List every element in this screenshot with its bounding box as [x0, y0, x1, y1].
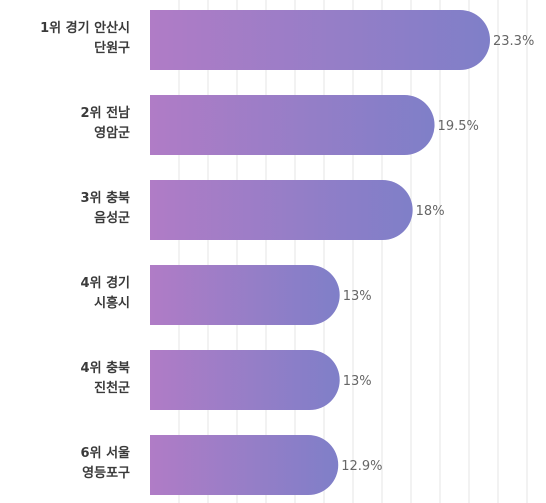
bars — [150, 10, 490, 495]
category-label: 4위 충북 — [81, 360, 130, 376]
value-label: 13% — [343, 374, 372, 389]
category-label: 영암군 — [94, 125, 130, 141]
category-label: 단원구 — [94, 40, 130, 56]
bar — [150, 435, 339, 495]
category-label: 시흥시 — [94, 295, 130, 311]
value-label: 23.3% — [493, 34, 534, 49]
bar — [150, 10, 490, 70]
category-label: 3위 충북 — [81, 190, 130, 206]
gridlines — [178, 0, 528, 503]
category-label: 1위 경기 안산시 — [40, 20, 130, 36]
category-label: 6위 서울 — [81, 445, 130, 461]
bar — [150, 180, 413, 240]
bar — [150, 350, 340, 410]
value-label: 12.9% — [341, 459, 382, 474]
value-label: 18% — [416, 204, 445, 219]
category-label: 음성군 — [94, 210, 130, 226]
bar — [150, 95, 435, 155]
category-label: 진천군 — [94, 380, 130, 396]
value-label: 19.5% — [438, 119, 479, 134]
category-label: 4위 경기 — [81, 275, 130, 291]
category-label: 영등포구 — [82, 466, 130, 481]
category-label: 2위 전남 — [81, 105, 130, 121]
value-label: 13% — [343, 289, 372, 304]
bar — [150, 265, 340, 325]
